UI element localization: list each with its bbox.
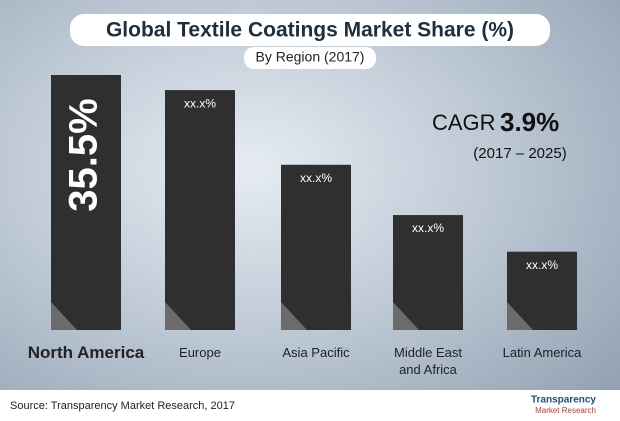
cagr-label: CAGR — [432, 110, 496, 135]
bar — [281, 164, 351, 330]
cagr-period: (2017 – 2025) — [473, 145, 566, 162]
category-label: Asia Pacific — [282, 345, 350, 360]
source: Source: Transparency Market Research, 20… — [10, 400, 235, 412]
value-label: xx.x% — [526, 258, 558, 272]
chart-title: Global Textile Coatings Market Share (%) — [106, 19, 514, 42]
chart-subtitle: By Region (2017) — [256, 49, 365, 65]
value-label: xx.x% — [412, 221, 444, 235]
category-label: Latin America — [502, 345, 582, 360]
title-box — [70, 14, 550, 46]
category-label: Middle East and Africa — [394, 345, 462, 377]
subtitle-box — [244, 47, 376, 69]
category-label: North America — [27, 343, 145, 362]
footer — [0, 390, 620, 421]
value-label: xx.x% — [184, 96, 216, 110]
bar-curl — [281, 302, 307, 330]
category-label: Europe — [179, 345, 221, 360]
cagr-value: 3.9% — [500, 107, 559, 137]
logo-line: Market Research — [535, 406, 596, 415]
value-label: xx.x% — [300, 171, 332, 185]
bar-curl — [51, 302, 77, 330]
bar-curl — [507, 302, 533, 330]
value-label: 35.5% — [62, 98, 106, 211]
bar-curl — [165, 302, 191, 330]
bar — [165, 90, 235, 331]
bar — [51, 75, 121, 330]
bar — [393, 215, 463, 330]
bar-curl — [393, 302, 419, 330]
logo-line: Transparency — [531, 395, 596, 406]
